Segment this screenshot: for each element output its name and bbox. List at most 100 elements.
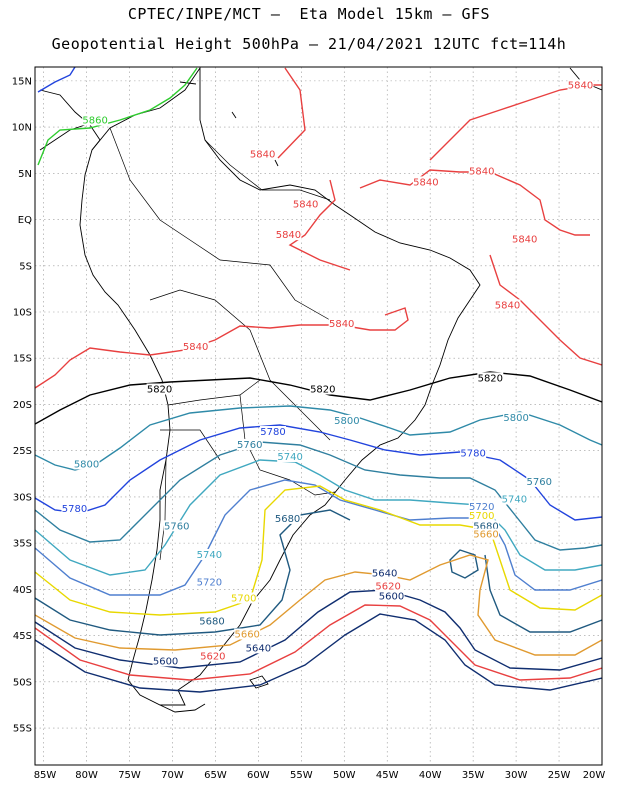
contour-label: 5620	[200, 652, 225, 663]
contour-label: 5840	[293, 200, 318, 211]
lon-tick-label: 40W	[419, 770, 442, 781]
lon-tick-label: 70W	[161, 770, 184, 781]
contour-label-bg	[333, 414, 360, 426]
contour-label-bg	[82, 114, 109, 126]
contour-label-bg	[494, 299, 521, 311]
contour-label: 5640	[246, 643, 271, 654]
contour-label: 5660	[234, 629, 259, 640]
lat-tick-label: 30S	[13, 492, 32, 503]
contour-5840-south	[35, 307, 409, 389]
contour-label-bg	[567, 79, 594, 91]
contour-label: 5700	[231, 593, 256, 604]
lon-tick-label: 65W	[204, 770, 227, 781]
contour-label: 5840	[568, 80, 593, 91]
contour-label-bg	[473, 528, 500, 540]
lon-tick-label: 35W	[462, 770, 485, 781]
contour-label-bg	[196, 548, 223, 560]
contour-label: 5720	[469, 502, 494, 513]
contour-label: 5740	[502, 495, 527, 506]
contour-5840-east	[489, 254, 602, 366]
contour-label-bg	[61, 502, 88, 514]
contour-label: 5840	[183, 342, 208, 353]
contour-5840-north	[277, 67, 602, 271]
lon-tick-label: 20W	[583, 770, 606, 781]
lat-tick-label: 10N	[12, 123, 32, 134]
contour-label-bg	[196, 576, 223, 588]
contour-label-bg	[328, 317, 355, 329]
map-subtitle: Geopotential Height 500hPa – 21/04/2021 …	[51, 35, 567, 53]
lon-tick-label: 60W	[247, 770, 270, 781]
contour-label: 5760	[527, 477, 552, 488]
contour-label-bg	[371, 567, 398, 579]
contour-label: 5760	[237, 440, 262, 451]
contour-label: 5840	[250, 150, 275, 161]
lon-tick-label: 80W	[75, 770, 98, 781]
contour-label-bg	[275, 229, 302, 241]
lon-tick-label: 25W	[548, 770, 571, 781]
contour-label: 5840	[469, 166, 494, 177]
lat-tick-label: 10S	[13, 307, 32, 318]
map-border	[34, 66, 603, 766]
contour-label-bg	[152, 655, 179, 667]
contour-label: 5780	[62, 504, 87, 515]
lon-tick-label: 75W	[118, 770, 141, 781]
contour-label: 5740	[197, 550, 222, 561]
lat-tick-label: 25S	[13, 446, 32, 457]
contour-label-bg	[245, 642, 272, 654]
contour-label: 5800	[334, 416, 359, 427]
contour-5760	[35, 441, 602, 551]
contour-label-bg	[503, 412, 530, 424]
contour-5740	[35, 459, 602, 576]
contour-label-bg	[526, 475, 553, 487]
contour-5600	[35, 613, 602, 693]
contour-label-bg	[199, 650, 226, 662]
contour-label: 5680	[473, 521, 498, 532]
contour-5700	[35, 485, 602, 616]
contour-label-bg	[501, 493, 528, 505]
lat-tick-label: EQ	[18, 215, 32, 226]
contour-5640	[35, 589, 602, 671]
contour-label-bg	[460, 447, 487, 459]
contour-label-bg	[234, 628, 261, 640]
contour-label: 5820	[147, 385, 172, 396]
contour-label: 5780	[260, 427, 285, 438]
contour-label-bg	[292, 198, 319, 210]
lat-tick-label: 5S	[19, 261, 32, 272]
contour-label: 5840	[276, 230, 301, 241]
contour-label-bg	[468, 510, 495, 522]
contour-label: 5840	[329, 319, 354, 330]
contour-label-bg	[146, 383, 173, 395]
contour-5860b	[37, 67, 76, 93]
contour-label: 5820	[478, 373, 503, 384]
lat-tick-label: 15S	[13, 354, 32, 365]
contour-label-bg	[375, 580, 402, 592]
contour-label-bg	[249, 148, 276, 160]
contour-5680	[35, 509, 602, 636]
contour-5720	[35, 479, 602, 596]
contour-label-bg	[277, 450, 304, 462]
contour-label: 5600	[153, 656, 178, 667]
lat-tick-label: 40S	[13, 585, 32, 596]
contour-label-bg	[182, 340, 209, 352]
lat-tick-label: 15N	[12, 76, 32, 87]
contour-label-bg	[309, 383, 336, 395]
lat-tick-label: 5N	[18, 169, 32, 180]
contour-label-bg	[477, 372, 504, 384]
contour-5620	[35, 604, 602, 681]
contour-label-bg	[468, 500, 495, 512]
contour-5860	[37, 67, 198, 166]
contour-label-bg	[468, 165, 495, 177]
contour-label: 5860	[82, 115, 107, 126]
lon-tick-label: 85W	[34, 770, 57, 781]
contour-label: 5740	[277, 452, 302, 463]
lon-tick-label: 55W	[290, 770, 313, 781]
contour-label-bg	[511, 233, 538, 245]
contour-label: 5680	[199, 617, 224, 628]
lat-tick-label: 50S	[13, 677, 32, 688]
contour-label: 5600	[379, 592, 404, 603]
contour-label-bg	[259, 426, 286, 438]
lon-tick-label: 30W	[505, 770, 528, 781]
contour-label: 5780	[460, 448, 485, 459]
contour-label: 5700	[469, 511, 494, 522]
